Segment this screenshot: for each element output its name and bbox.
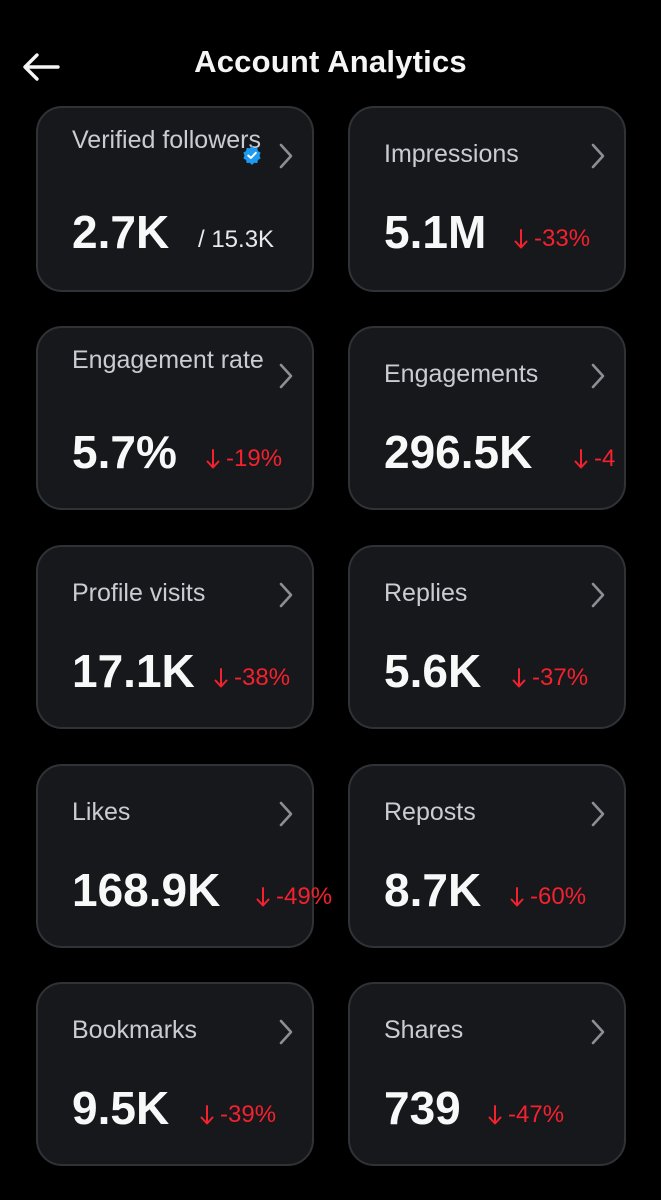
arrow-down-icon — [214, 668, 228, 688]
chevron-right-icon — [591, 363, 605, 389]
metric-value: 5.6K — [384, 645, 482, 697]
arrow-down-icon — [206, 449, 220, 469]
card-label: Engagements — [384, 360, 539, 388]
change-text: -60% — [530, 883, 587, 910]
card-label: Bookmarks — [72, 1016, 198, 1044]
metric-change: -47% — [488, 1101, 564, 1129]
page-title: Account Analytics — [194, 44, 467, 79]
change-text: -4 — [594, 445, 616, 472]
metric-total: / 15.3K — [198, 226, 275, 253]
chevron-right-icon — [279, 1019, 293, 1045]
chevron-right-icon — [591, 1019, 605, 1045]
arrow-down-icon — [574, 449, 588, 469]
change-text: -47% — [508, 1101, 565, 1128]
metric-change: -4 — [574, 445, 615, 473]
metric-change: -60% — [510, 883, 586, 911]
metric-value: 9.5K — [72, 1082, 170, 1134]
arrow-down-icon — [512, 668, 526, 688]
chevron-right-icon — [279, 801, 293, 827]
change-text: -33% — [534, 225, 591, 252]
card-reposts[interactable]: Reposts 8.7K -60% — [348, 764, 626, 948]
change-text: -38% — [234, 664, 291, 691]
metric-value: 5.1M — [384, 206, 487, 258]
card-label: Shares — [384, 1016, 464, 1044]
arrow-left-icon — [23, 53, 60, 81]
change-text: -39% — [220, 1101, 277, 1128]
chevron-right-icon — [279, 582, 293, 608]
chevron-right-icon — [591, 801, 605, 827]
metric-value: 296.5K — [384, 426, 533, 478]
back-button[interactable] — [20, 46, 62, 88]
metric-value: 5.7% — [72, 426, 177, 478]
card-verified-followers[interactable]: Verified followers 2.7K / 15.3K — [36, 106, 314, 292]
arrow-down-icon — [200, 1105, 214, 1125]
change-text: -49% — [276, 883, 333, 910]
card-label: Engagement rate — [72, 346, 264, 374]
card-label: Impressions — [384, 140, 519, 168]
change-text: -19% — [226, 445, 283, 472]
header: Account Analytics — [0, 0, 661, 108]
card-engagement-rate[interactable]: Engagement rate 5.7% -19% — [36, 326, 314, 510]
metric-value: 739 — [384, 1082, 461, 1134]
card-label: Verified followers — [72, 126, 261, 154]
metric-change: -19% — [206, 445, 282, 473]
arrow-down-icon — [510, 887, 524, 907]
metric-change: -37% — [512, 664, 588, 692]
arrow-down-icon — [488, 1105, 502, 1125]
metric-value: 2.7K — [72, 206, 170, 258]
metric-change: -38% — [214, 664, 290, 692]
chevron-right-icon — [591, 143, 605, 169]
card-label: Profile visits — [72, 579, 206, 607]
card-bookmarks[interactable]: Bookmarks 9.5K -39% — [36, 982, 314, 1166]
chevron-right-icon — [279, 363, 293, 389]
verified-badge-icon — [243, 146, 261, 165]
card-label: Likes — [72, 798, 131, 826]
metric-change: -39% — [200, 1101, 276, 1129]
metric-value: 8.7K — [384, 864, 482, 916]
card-profile-visits[interactable]: Profile visits 17.1K -38% — [36, 545, 314, 729]
card-label: Reposts — [384, 798, 476, 826]
chevron-right-icon — [279, 143, 293, 169]
card-replies[interactable]: Replies 5.6K -37% — [348, 545, 626, 729]
change-text: -37% — [532, 664, 589, 691]
card-impressions[interactable]: Impressions 5.1M -33% — [348, 106, 626, 292]
arrow-down-icon — [514, 229, 528, 249]
metric-change: -33% — [514, 225, 590, 253]
metric-change: -49% — [256, 883, 332, 911]
metric-value: 168.9K — [72, 864, 221, 916]
chevron-right-icon — [591, 582, 605, 608]
card-label: Replies — [384, 579, 468, 607]
metric-value: 17.1K — [72, 645, 195, 697]
card-engagements[interactable]: Engagements 296.5K -4 — [348, 326, 626, 510]
card-likes[interactable]: Likes 168.9K -49% — [36, 764, 332, 948]
arrow-down-icon — [256, 887, 270, 907]
card-shares[interactable]: Shares 739 -47% — [348, 982, 626, 1166]
